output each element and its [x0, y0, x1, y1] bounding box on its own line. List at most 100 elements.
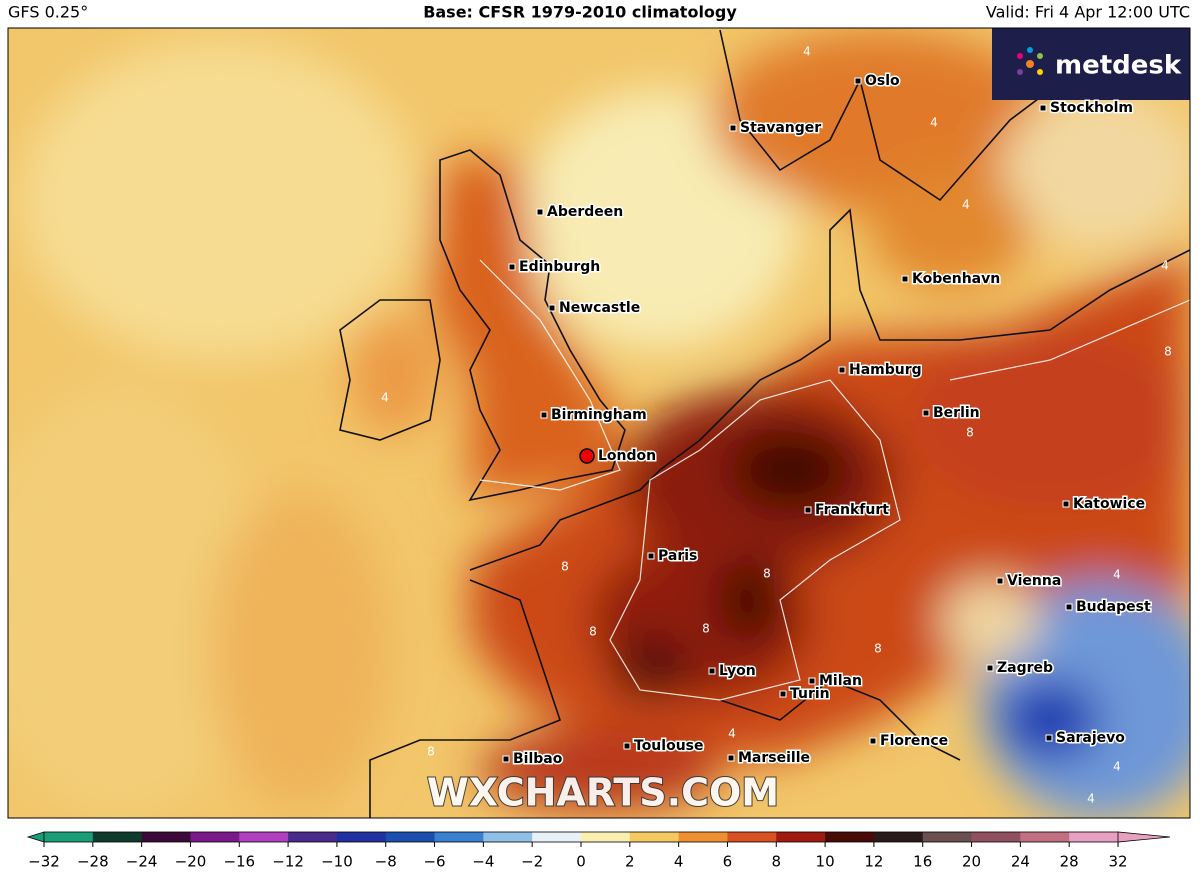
colorbar-segment: [385, 832, 436, 842]
city-label: Birmingham: [551, 407, 647, 423]
city-marker: [779, 690, 787, 698]
city-label: Hamburg: [849, 362, 922, 378]
colorbar-tick-label: 28: [1060, 853, 1079, 871]
city-label: Budapest: [1076, 599, 1151, 615]
colorbar-tick-label: −2: [521, 853, 543, 871]
colorbar-segment: [581, 832, 631, 842]
colorbar-segment: [92, 832, 143, 842]
city-marker: [579, 448, 595, 464]
contour-label: 8: [1164, 345, 1172, 359]
city-marker: [647, 552, 655, 560]
city-label: Zagreb: [997, 660, 1053, 676]
colorbar-tick-label: −4: [472, 853, 494, 871]
contour-label: 4: [930, 116, 938, 130]
contour-label: 8: [874, 642, 882, 656]
city-marker: [1039, 104, 1047, 112]
colorbar-segment: [971, 832, 1021, 842]
city-marker: [804, 506, 812, 514]
colorbar-tick-label: −8: [375, 853, 397, 871]
city-marker: [838, 366, 846, 374]
colorbar-tick-label: −32: [28, 853, 60, 871]
city-marker: [708, 667, 716, 675]
city-label: Berlin: [933, 405, 980, 421]
city-marker: [996, 577, 1004, 585]
city-label: Newcastle: [559, 300, 640, 316]
city-marker: [986, 664, 994, 672]
colorbar-segment: [239, 832, 289, 842]
colorbar-segment: [288, 832, 338, 842]
city-marker: [502, 755, 510, 763]
city-label: Milan: [819, 673, 862, 689]
contour-label: 8: [763, 567, 771, 581]
contour-label: 4: [1113, 760, 1121, 774]
logo-text: metdesk: [1055, 51, 1182, 81]
city-label: Stockholm: [1050, 100, 1133, 116]
colorbar-segment: [336, 832, 387, 842]
colorbar-segment: [825, 832, 875, 842]
colorbar-segment: [434, 832, 484, 842]
city-marker: [540, 411, 548, 419]
logo-icon: [1017, 47, 1043, 75]
city-marker: [508, 263, 516, 271]
city-layer: Oslo Stavanger Stockholm Aberdeen Edinburgh N…: [381, 45, 1172, 806]
contour-label: 4: [1161, 259, 1169, 273]
city-label: Edinburgh: [519, 259, 600, 275]
colorbar-tick-label: −12: [272, 853, 304, 871]
city-label: Katowice: [1073, 496, 1145, 512]
contour-label: 4: [962, 198, 970, 212]
city-marker: [729, 124, 737, 132]
colorbar-segment: [1020, 832, 1070, 842]
base-label: Base: CFSR 1979-2010 climatology: [423, 3, 737, 22]
city-marker: [1045, 734, 1053, 742]
colorbar-tick-label: −28: [77, 853, 109, 871]
colorbar-tick-label: 10: [816, 853, 835, 871]
contour-label: 4: [381, 391, 389, 405]
city-label: Paris: [658, 548, 697, 564]
colorbar-tick-label: 16: [913, 853, 932, 871]
contour-label: 8: [561, 560, 569, 574]
colorbar-tick-label: 8: [771, 853, 781, 871]
city-marker: [869, 737, 877, 745]
city-label: Marseille: [738, 750, 810, 766]
watermark: WXCHARTS.COM: [427, 771, 779, 815]
colorbar-tick-label: −24: [126, 853, 158, 871]
city-label: Frankfurt: [815, 502, 889, 518]
valid-label: Valid: Fri 4 Apr 12:00 UTC: [986, 3, 1190, 22]
city-marker: [808, 677, 816, 685]
city-label: London: [598, 448, 656, 464]
city-marker: [1062, 500, 1070, 508]
colorbar-tick-label: 6: [723, 853, 733, 871]
contour-label: 4: [1087, 792, 1095, 806]
colorbar-segment: [629, 832, 680, 842]
contour-label: 8: [702, 622, 710, 636]
city-marker: [1065, 603, 1073, 611]
city-marker: [548, 304, 556, 312]
city-marker: [623, 742, 631, 750]
contour-label: 8: [589, 625, 597, 639]
colorbar-tick-label: −20: [175, 853, 207, 871]
colorbar-segment: [190, 832, 240, 842]
city-marker: [901, 275, 909, 283]
city-label: Lyon: [719, 663, 756, 679]
city-label: Kobenhavn: [912, 271, 1000, 287]
colorbar-tick-label: 20: [962, 853, 981, 871]
colorbar-segment: [873, 832, 924, 842]
contour-label: 4: [728, 727, 736, 741]
colorbar-tick-label: 2: [625, 853, 635, 871]
contour-label: 8: [966, 426, 974, 440]
city-marker: [727, 754, 735, 762]
city-label: Toulouse: [634, 738, 704, 754]
colorbar-segment: [44, 832, 94, 842]
colorbar-tick-label: 4: [674, 853, 684, 871]
colorbar-tick-label: 12: [864, 853, 883, 871]
contour-label: 4: [1113, 568, 1121, 582]
colorbar-tick-label: −10: [321, 853, 353, 871]
colorbar-segment: [922, 832, 973, 842]
colorbar-tick-label: 32: [1108, 853, 1127, 871]
colorbar-tick-label: −16: [223, 853, 255, 871]
city-label: Turin: [790, 686, 830, 702]
city-label: Oslo: [865, 73, 900, 89]
colorbar: −32 −28 −24 −20 −16 −12 −10 −8 −6 −4 −2 0 2 4 6 8 10 12 16…: [26, 831, 1171, 871]
colorbar-tick-label: 0: [576, 853, 586, 871]
colorbar-segment: [141, 832, 191, 842]
